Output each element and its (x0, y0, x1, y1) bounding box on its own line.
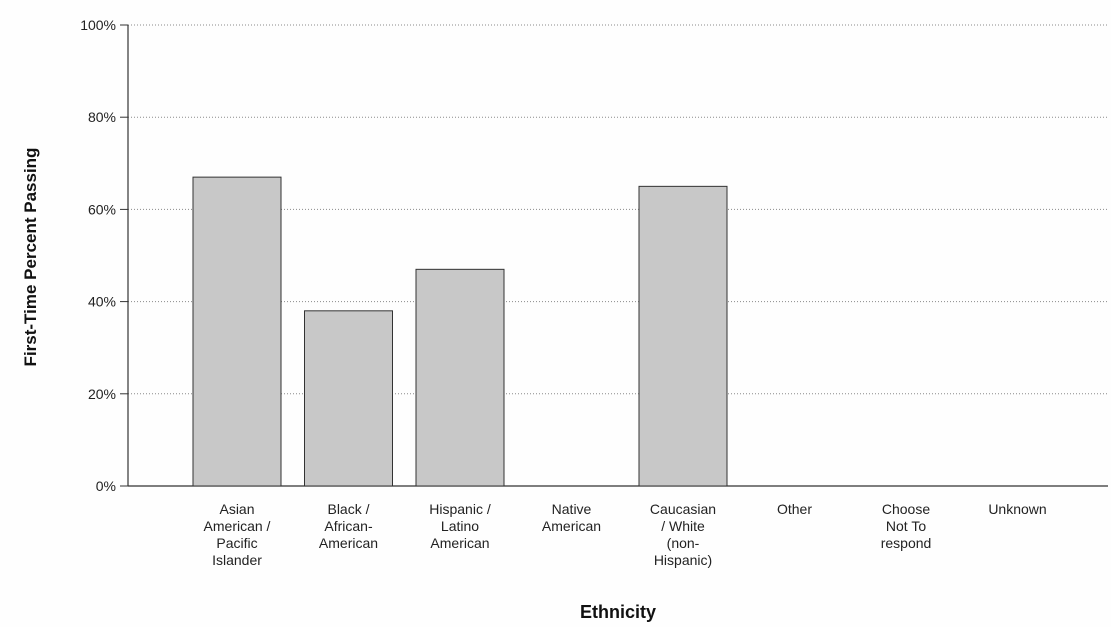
y-tick-label: 40% (88, 294, 116, 310)
x-tick-label: Unknown (988, 501, 1046, 517)
x-tick-label: Black / African-American (319, 501, 378, 551)
x-tick-label: Choose Not To respond (881, 501, 932, 551)
bar (192, 176, 282, 487)
y-tick-label: 60% (88, 201, 116, 217)
x-tick-label: Other (777, 501, 812, 517)
y-tick-label: 0% (96, 478, 116, 494)
x-tick-label: Asian American / Pacific Islander (204, 501, 271, 568)
y-tick-label: 100% (80, 17, 116, 33)
x-tick-label: Caucasian / White (non-Hispanic) (650, 501, 716, 568)
x-tick-label: Hispanic / Latino American (429, 501, 491, 551)
y-axis-title: First-Time Percent Passing (21, 148, 40, 367)
bar (638, 185, 728, 487)
bar (304, 310, 393, 487)
x-axis-title: Ethnicity (580, 602, 656, 622)
x-tick-label: Native American (542, 501, 601, 534)
y-tick-label: 20% (88, 386, 116, 402)
y-tick-label: 80% (88, 109, 116, 125)
bar (415, 268, 505, 487)
